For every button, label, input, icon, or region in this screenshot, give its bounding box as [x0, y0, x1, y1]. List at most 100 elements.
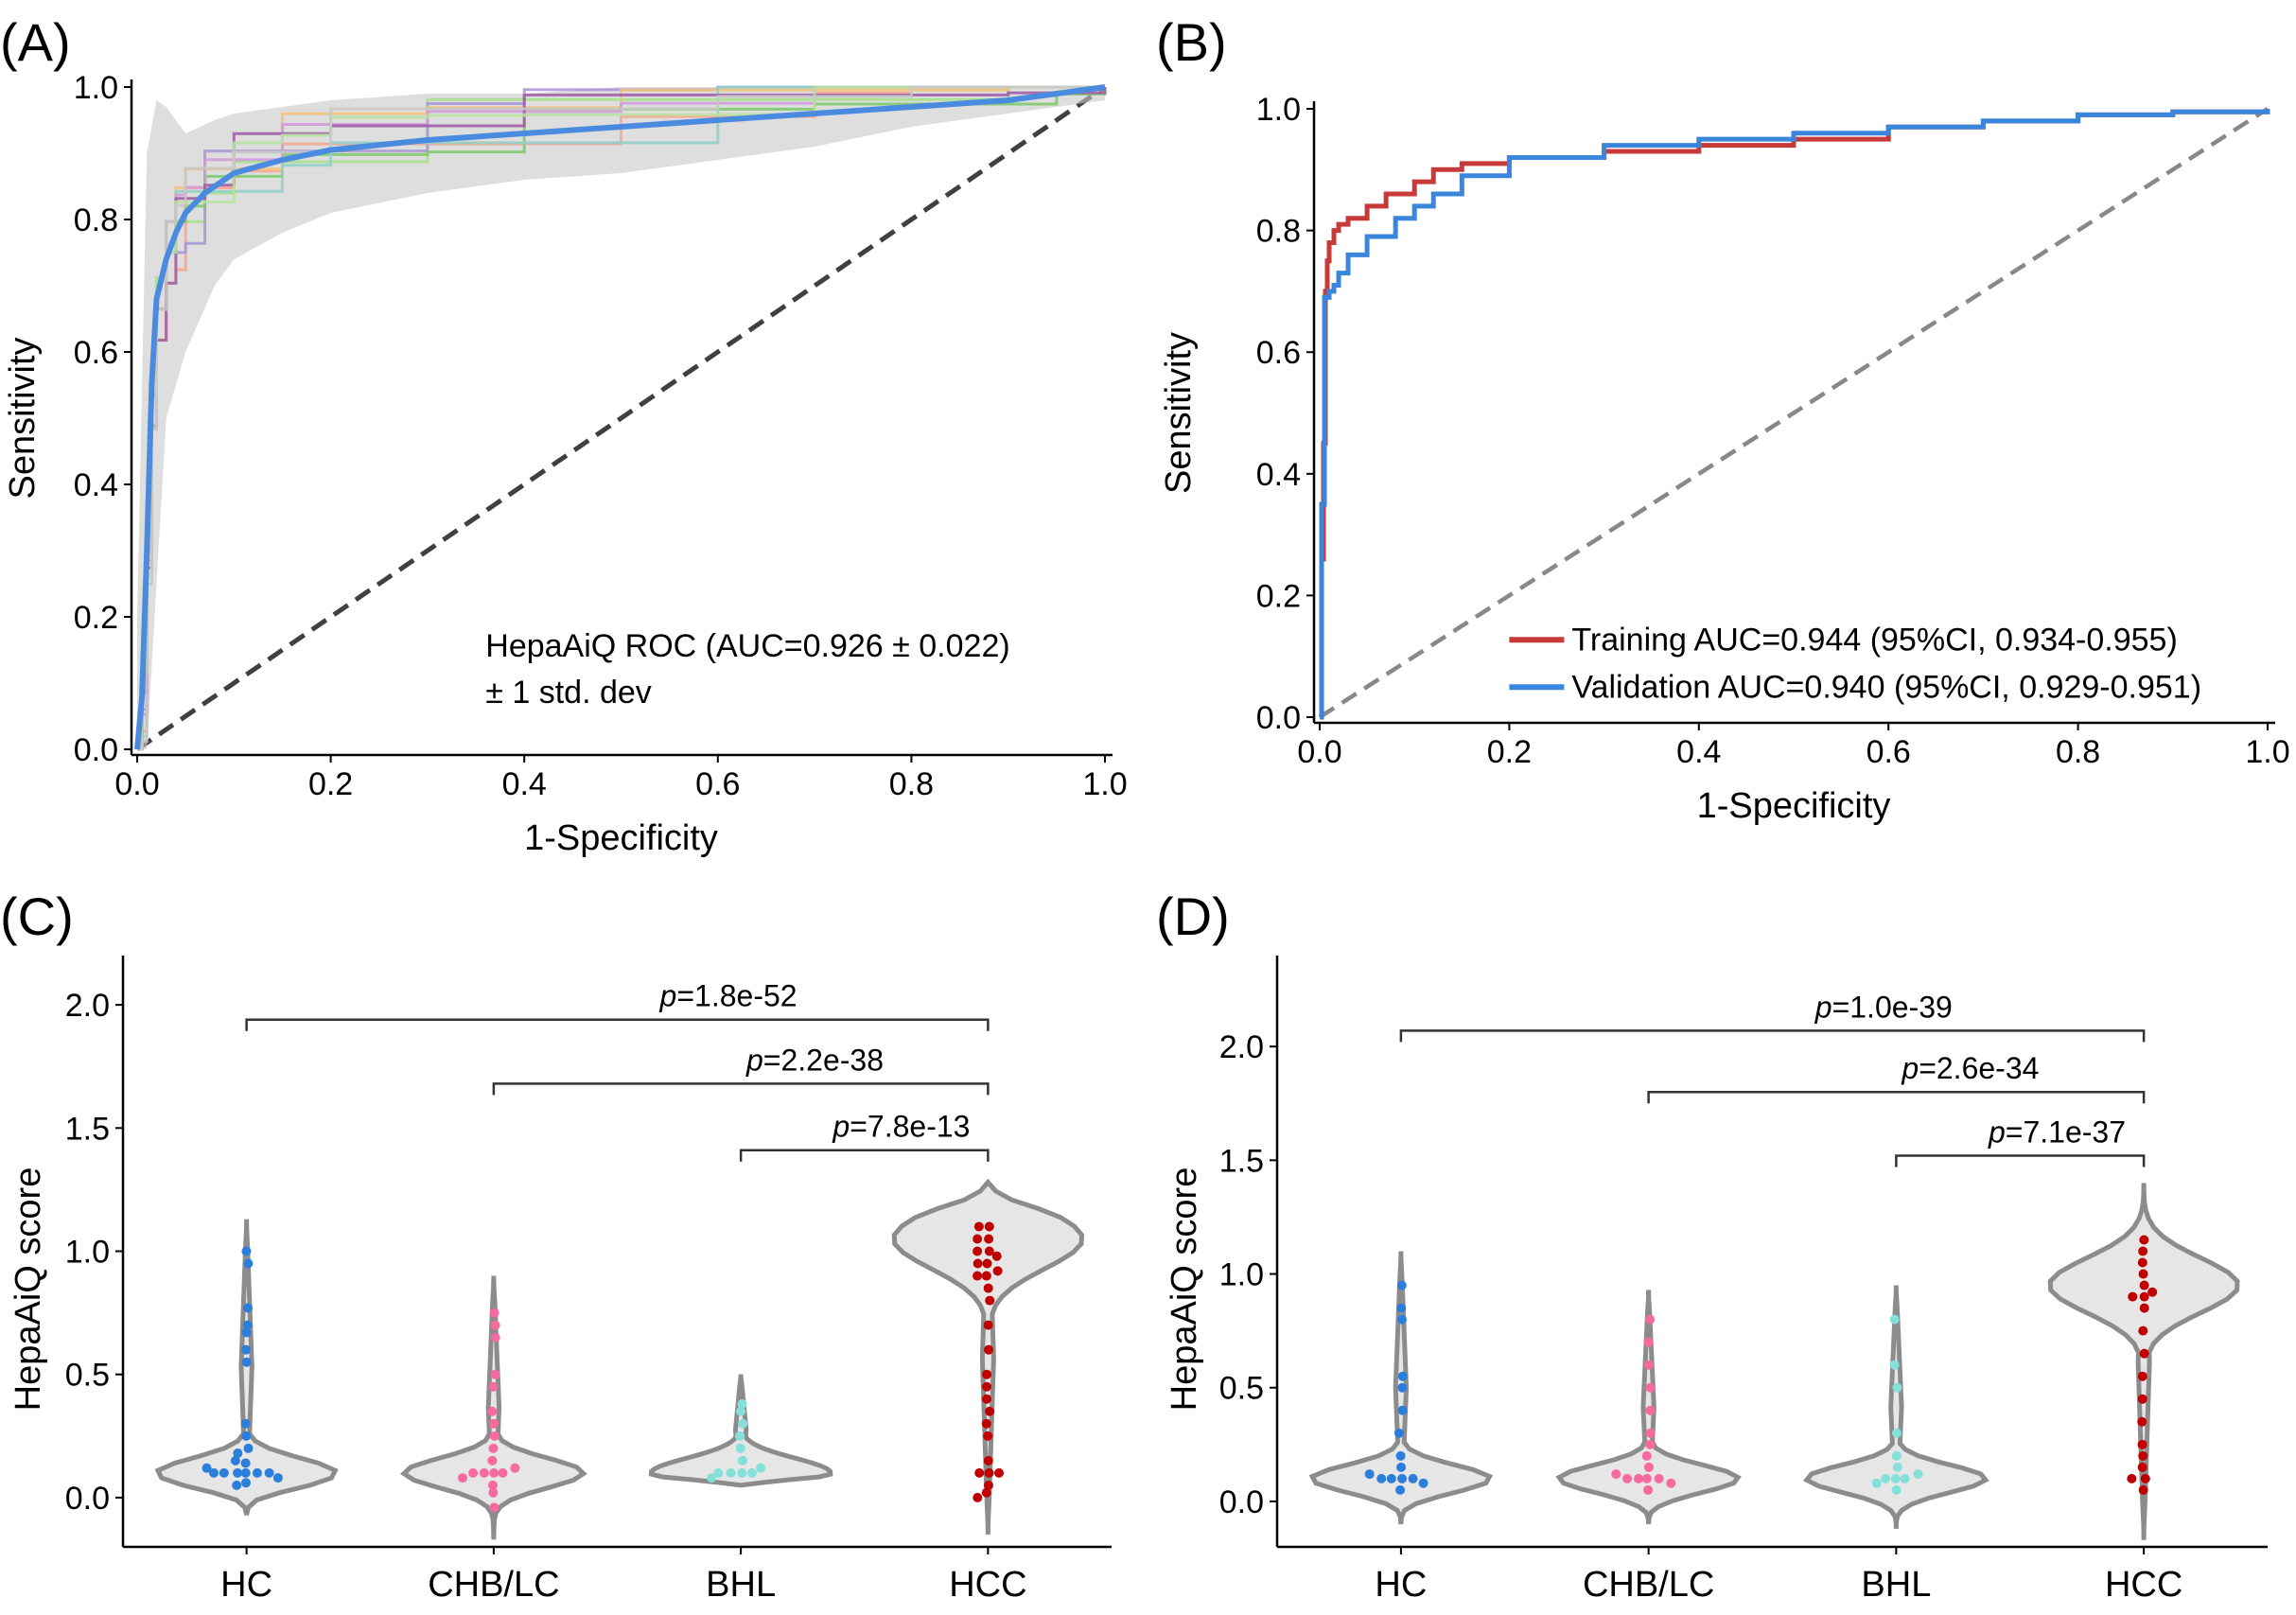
y-axis-title: HepaAiQ score: [1165, 1167, 1204, 1412]
data-point-hcc: [2139, 1280, 2149, 1290]
data-point-hcc: [982, 1394, 992, 1404]
p-value: =1.0e-39: [1832, 990, 1953, 1024]
y-tick-label: 1.5: [1219, 1143, 1264, 1179]
data-point-bhl: [1891, 1450, 1902, 1461]
data-point-hcc: [984, 1221, 994, 1232]
comparison-bracket: [739, 1149, 990, 1162]
violin-bhl: [1803, 1285, 1989, 1529]
data-point-hc: [264, 1467, 274, 1478]
data-point-hc: [1364, 1469, 1375, 1480]
data-point-hc: [1396, 1303, 1407, 1313]
data-point-chb-lc: [489, 1502, 500, 1513]
data-point-bhl: [746, 1467, 757, 1478]
data-point-hcc: [982, 1369, 992, 1379]
category-label-chb-lc: CHB/LC: [428, 1565, 559, 1605]
data-point-chb-lc: [1645, 1382, 1656, 1393]
data-point-hc: [243, 1303, 254, 1313]
data-point-hcc: [2138, 1246, 2148, 1256]
data-point-hc: [1397, 1371, 1408, 1381]
y-tick-label: 2.0: [1219, 1029, 1264, 1065]
data-point-hcc: [2128, 1291, 2138, 1302]
data-point-hcc: [982, 1258, 992, 1269]
data-point-hc: [243, 1258, 254, 1269]
x-tick-label: 0.0: [114, 766, 159, 802]
y-tick-label: 1.0: [1256, 92, 1301, 128]
data-point-hc: [1395, 1450, 1406, 1461]
data-point-hcc: [981, 1487, 991, 1498]
data-point-hcc: [974, 1467, 985, 1478]
data-point-bhl: [735, 1431, 745, 1441]
p-value: =7.1e-37: [2006, 1115, 2126, 1150]
p-symbol: p: [659, 979, 677, 1013]
data-point-chb-lc: [489, 1467, 500, 1478]
data-point-bhl: [756, 1463, 766, 1473]
legend-label-validation: Validation AUC=0.940 (95%CI, 0.929-0.951…: [1571, 669, 2201, 705]
data-point-hcc: [2139, 1303, 2149, 1313]
data-point-hcc: [973, 1221, 984, 1232]
data-point-hcc: [2137, 1257, 2147, 1268]
data-point-hc: [230, 1455, 240, 1466]
data-point-bhl: [738, 1418, 748, 1429]
violin-hc: [154, 1219, 339, 1516]
violin-bhl: [648, 1374, 833, 1488]
data-point-hc: [241, 1357, 252, 1367]
y-tick-label: 0.5: [1219, 1371, 1264, 1407]
panel-label-b: (B): [1156, 12, 1227, 72]
y-axis-title: Sensitivity: [1159, 332, 1199, 494]
p-value: =1.8e-52: [676, 979, 797, 1013]
p-value: =2.6e-34: [1919, 1051, 2039, 1085]
data-point-hcc: [981, 1418, 991, 1429]
data-point-hc: [1397, 1405, 1408, 1415]
data-point-hc: [1397, 1473, 1408, 1483]
data-point-bhl: [713, 1467, 724, 1478]
data-point-bhl: [737, 1467, 747, 1478]
y-tick-label: 0.8: [74, 202, 118, 238]
data-point-bhl: [1889, 1314, 1900, 1325]
data-point-hc: [1395, 1484, 1406, 1495]
y-tick-label: 1.0: [1219, 1257, 1264, 1293]
data-point-bhl: [736, 1406, 746, 1416]
x-tick-label: 0.4: [1676, 734, 1721, 770]
category-label-hcc: HCC: [2105, 1565, 2182, 1605]
data-point-hcc: [981, 1271, 991, 1281]
data-point-hcc: [973, 1271, 983, 1281]
y-tick-label: 0.4: [1256, 457, 1301, 493]
data-point-hcc: [985, 1295, 995, 1306]
data-point-hc: [240, 1467, 251, 1478]
data-point-hc: [1396, 1280, 1407, 1290]
data-point-chb-lc: [479, 1467, 489, 1478]
data-point-hc: [1397, 1382, 1408, 1393]
data-point-chb-lc: [1645, 1405, 1656, 1415]
data-point-hc: [240, 1418, 251, 1429]
data-point-hc: [241, 1246, 252, 1256]
data-point-hc: [252, 1467, 262, 1478]
roc-panel-a: 0.0 0.2 0.4 0.6 0.8 1.0 0.0 0.2 0.4 0.6 0.8 1.0 1-Sp…: [3, 70, 1128, 858]
validation-roc-curve: [1319, 109, 2270, 720]
data-point-bhl: [1891, 1484, 1902, 1495]
x-tick-label: 0.6: [695, 766, 740, 802]
data-point-hcc: [2137, 1462, 2147, 1472]
p-symbol: p: [832, 1110, 850, 1144]
data-point-bhl: [1890, 1473, 1901, 1483]
y-tick-label: 0.0: [1219, 1484, 1264, 1520]
data-point-chb-lc: [1666, 1478, 1676, 1488]
comparison-bracket: [1895, 1154, 2146, 1167]
data-point-hc: [243, 1443, 254, 1453]
p-value-label: p=2.2e-38: [745, 1043, 884, 1077]
data-point-hc: [242, 1320, 253, 1330]
data-point-hc: [209, 1467, 219, 1478]
y-tick-label: 0.5: [65, 1358, 110, 1394]
y-tick-label: 0.0: [65, 1481, 110, 1517]
p-value: =7.8e-13: [850, 1110, 970, 1144]
legend-text-auc: HepaAiQ ROC (AUC=0.926 ± 0.022): [485, 628, 1009, 664]
data-point-hcc: [983, 1431, 993, 1441]
data-point-hcc: [2127, 1473, 2137, 1483]
data-point-hcc: [993, 1467, 1004, 1478]
data-point-chb-lc: [1654, 1473, 1664, 1483]
x-axis-title: 1-Specificity: [1697, 786, 1891, 826]
fold-roc-curve-10: [137, 85, 1105, 751]
data-point-hcc: [973, 1492, 983, 1502]
data-point-hcc: [2137, 1394, 2147, 1404]
y-tick-label: 0.4: [74, 467, 118, 503]
data-point-chb-lc: [488, 1443, 499, 1453]
